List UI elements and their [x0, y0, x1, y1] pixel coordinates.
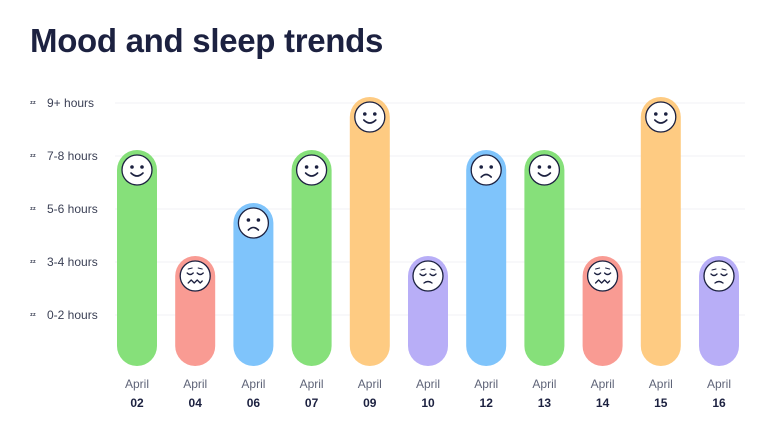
x-tick-month: April: [707, 377, 731, 391]
x-tick-day: 09: [363, 396, 377, 410]
bar-rect: [640, 97, 681, 366]
zz-sleep-icon: ᶻᶻ: [30, 205, 36, 214]
bar-rect: [117, 150, 157, 366]
x-tick-day: 07: [305, 396, 319, 410]
y-tick-label: 0-2 hours: [47, 308, 98, 322]
bar-april-16[interactable]: [699, 256, 739, 366]
x-tick-day: 14: [596, 396, 610, 410]
y-tick-label: 9+ hours: [47, 96, 94, 110]
bar-rect: [349, 97, 390, 366]
x-tick-day: 10: [421, 396, 435, 410]
tired-face-icon: [412, 260, 444, 292]
x-tick-month: April: [241, 377, 265, 391]
x-tick-month: April: [125, 377, 149, 391]
tired-face-icon: [703, 260, 735, 292]
happy-face-icon: [645, 101, 677, 133]
page-title: Mood and sleep trends: [30, 22, 384, 59]
sad-face-icon: [237, 207, 270, 239]
x-tick-day: 16: [712, 396, 726, 410]
bar-april-02[interactable]: [117, 150, 157, 366]
bar-rect: [524, 150, 565, 366]
happy-face-icon: [354, 101, 386, 133]
bar-april-10[interactable]: [408, 256, 448, 366]
happy-face-icon: [528, 154, 561, 186]
bar-april-07[interactable]: [291, 150, 332, 366]
bar-rect: [233, 203, 274, 366]
bar-april-12[interactable]: [466, 150, 507, 366]
x-tick-month: April: [300, 377, 324, 391]
y-tick-label: 5-6 hours: [47, 202, 98, 216]
x-tick-day: 12: [480, 396, 494, 410]
x-tick-day: 02: [130, 396, 144, 410]
anxious-face-icon: [586, 260, 619, 292]
bar-april-04[interactable]: [175, 256, 216, 366]
bar-rect: [466, 150, 507, 366]
bar-april-15[interactable]: [640, 97, 681, 366]
x-tick-day: 13: [538, 396, 552, 410]
x-tick-month: April: [358, 377, 382, 391]
y-tick-label: 3-4 hours: [47, 255, 98, 269]
zz-sleep-icon: ᶻᶻ: [30, 152, 36, 161]
x-tick-month: April: [416, 377, 440, 391]
zz-sleep-icon: ᶻᶻ: [30, 99, 36, 108]
x-tick-month: April: [183, 377, 207, 391]
zz-sleep-icon: ᶻᶻ: [30, 311, 36, 320]
bar-april-06[interactable]: [233, 203, 274, 366]
bar-april-13[interactable]: [524, 150, 565, 366]
x-tick-month: April: [532, 377, 556, 391]
zz-sleep-icon: ᶻᶻ: [30, 258, 36, 267]
x-tick-day: 15: [654, 396, 668, 410]
bar-april-14[interactable]: [582, 256, 623, 366]
sad-face-icon: [470, 154, 502, 186]
x-tick-day: 06: [247, 396, 261, 410]
happy-face-icon: [295, 154, 328, 186]
bar-rect: [291, 150, 332, 366]
x-tick-month: April: [474, 377, 498, 391]
happy-face-icon: [121, 154, 153, 186]
y-tick-label: 7-8 hours: [47, 149, 98, 163]
x-tick-month: April: [591, 377, 615, 391]
bar-april-09[interactable]: [349, 97, 390, 366]
x-tick-month: April: [649, 377, 673, 391]
anxious-face-icon: [179, 260, 211, 292]
x-tick-day: 04: [189, 396, 203, 410]
